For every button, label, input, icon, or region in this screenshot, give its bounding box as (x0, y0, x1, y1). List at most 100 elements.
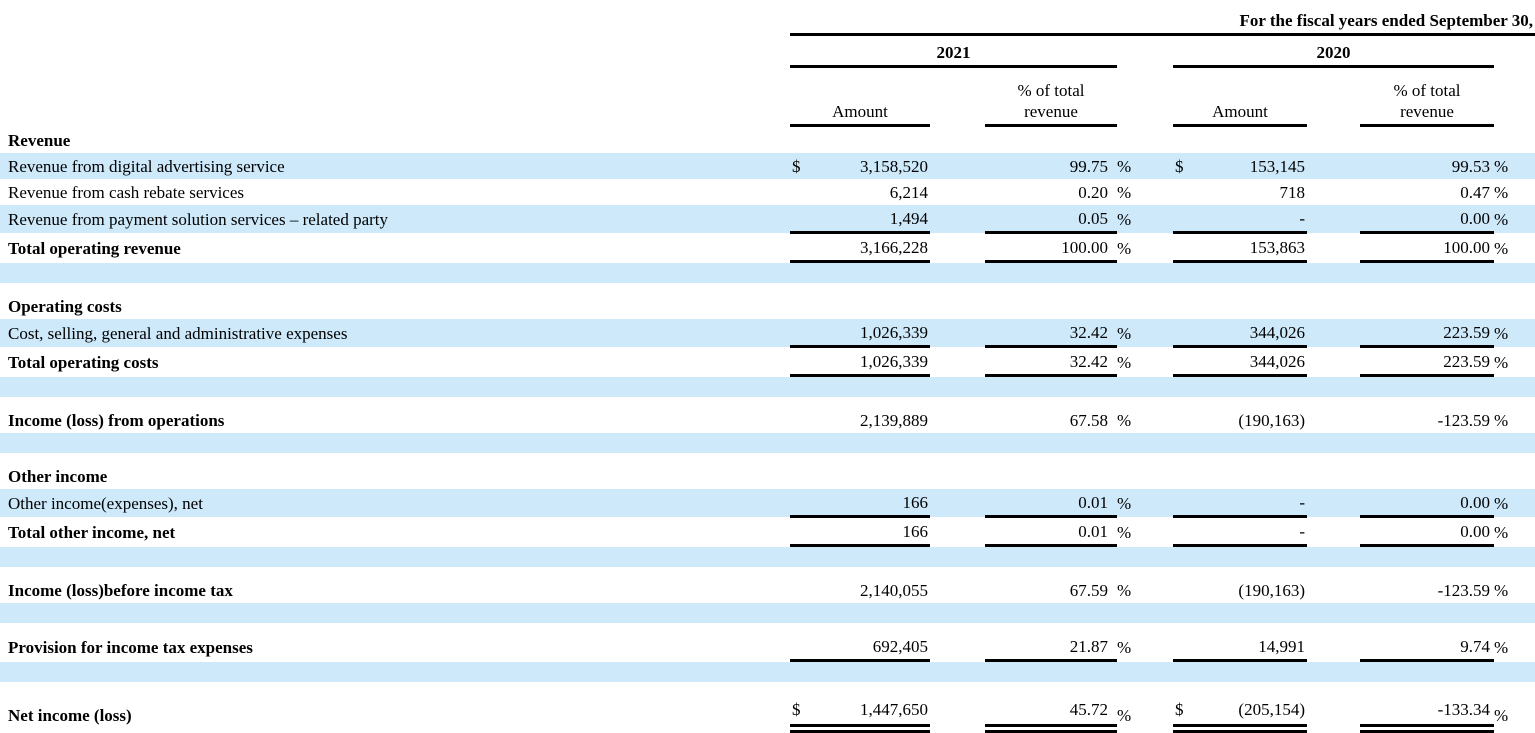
pct-cell-2021: 45.72 (985, 692, 1117, 733)
amount-value: 166 (902, 521, 929, 541)
amount-value: 3,158,520 (860, 156, 928, 176)
column-gap (1307, 517, 1360, 546)
percent-sign (1117, 126, 1136, 154)
amount-cell-2021: 166 (790, 516, 930, 547)
pct-column-header-2021: % of total revenue (985, 66, 1117, 127)
pct-cell-2020 (1360, 126, 1494, 154)
amount-value: 344,026 (1249, 322, 1305, 342)
amount-cell-2021: 692,405 (790, 633, 930, 662)
percent-sign: % (1117, 580, 1132, 600)
spacer-cell (0, 603, 1535, 623)
amount-value: 2,139,889 (860, 410, 928, 430)
column-gap (1307, 179, 1360, 205)
column-gap (1307, 489, 1360, 517)
pct-cell-2021: 32.42 (985, 319, 1117, 348)
percent-sign: % (1494, 580, 1509, 600)
column-gap (1136, 179, 1173, 205)
gap-row (0, 283, 1535, 293)
right-pad-cell (1513, 692, 1535, 729)
amount-cell-2021: 2,140,055 (790, 577, 930, 603)
table-row: Cost, selling, general and administrativ… (0, 319, 1535, 348)
percent-sign: % (1494, 156, 1509, 176)
column-gap (930, 463, 985, 489)
header-empty-cell (1307, 67, 1360, 126)
table-row: Total operating costs 1,026,339 32.42% 344,… (0, 346, 1535, 377)
row-label: Total operating costs (8, 353, 159, 373)
percent-sign: % (1117, 324, 1132, 344)
amount-cell-2020: $153,145 (1173, 153, 1307, 179)
table-row: Operating costs (0, 293, 1535, 319)
amount-cell-2021: 1,026,339 (790, 346, 930, 377)
amount-cell-2020: $ (205,154) (1173, 692, 1307, 733)
column-gap (1307, 692, 1360, 729)
pct-cell-2020: 223.59 (1360, 319, 1494, 348)
right-pad-cell (1513, 633, 1535, 661)
percent-sign: % (1494, 494, 1509, 514)
percent-sign (1494, 293, 1513, 319)
spacer-cell (0, 661, 1535, 683)
amount-value: (190,163) (1238, 410, 1305, 430)
spacer-cell (0, 546, 1535, 568)
column-gap (1307, 126, 1360, 154)
column-gap (930, 633, 985, 661)
row-label: Revenue (8, 130, 71, 150)
table-row: Revenue from cash rebate services 6,214 0.… (0, 179, 1535, 205)
amount-cell-2020: 718 (1173, 179, 1307, 205)
column-gap (930, 293, 985, 319)
pct-cell-2021: 0.05 (985, 205, 1117, 234)
pct-cell-2021 (985, 126, 1117, 154)
table-row: Other income (0, 463, 1535, 489)
currency-symbol: $ (792, 699, 801, 719)
currency-symbol: $ (1175, 699, 1184, 719)
amount-cell-2020: - (1173, 205, 1307, 234)
column-gap (1136, 407, 1173, 433)
spacer-row (0, 375, 1535, 397)
pct-cell-2021: 0.20 (1078, 182, 1108, 202)
amount-cell-2020 (1173, 463, 1307, 489)
column-gap (930, 347, 985, 376)
column-gap (930, 407, 985, 433)
column-gap (1307, 319, 1360, 347)
right-pad-cell (1513, 517, 1535, 546)
pct-cell-2021: 67.59 (1069, 580, 1108, 600)
amount-cell-2020: 14,991 (1173, 633, 1307, 662)
currency-symbol: $ (1175, 156, 1184, 176)
percent-sign: % (1117, 239, 1132, 259)
row-label: Revenue from payment solution services –… (8, 210, 389, 230)
header-empty-cell (1494, 35, 1513, 67)
currency-symbol: $ (792, 156, 801, 176)
column-gap (1307, 347, 1360, 376)
column-gap (1136, 347, 1173, 376)
amount-value: (190,163) (1238, 580, 1305, 600)
percent-sign (1117, 463, 1136, 489)
spacer-cell (0, 397, 1535, 407)
percent-sign: % (1117, 353, 1132, 373)
pct-cell-2020: -123.59 (1437, 580, 1490, 600)
spacer-cell (0, 453, 1535, 463)
amount-cell-2021: 1,026,339 (790, 319, 930, 348)
column-gap (930, 126, 985, 154)
pct-column-header-2020: % of total revenue (1360, 66, 1494, 127)
pct-header-line2: revenue (1024, 101, 1078, 121)
pct-cell-2020: 223.59 (1360, 346, 1494, 377)
amount-cell-2021: 2,139,889 (790, 407, 930, 433)
pct-cell-2020 (1360, 463, 1494, 489)
row-label: Operating costs (8, 296, 122, 316)
percent-sign: % (1117, 494, 1132, 514)
amount-cell-2021 (790, 463, 930, 489)
column-gap (1136, 692, 1173, 729)
column-gap (1136, 577, 1173, 603)
amount-value: 1,447,650 (860, 699, 928, 719)
header-empty-cell (1117, 67, 1136, 126)
column-gap (930, 692, 985, 729)
header-empty-cell (1494, 67, 1513, 126)
column-gap (1136, 489, 1173, 517)
amount-value: 1,026,339 (860, 322, 928, 342)
right-pad-cell (1513, 126, 1535, 154)
percent-sign (1494, 463, 1513, 489)
right-pad-cell (1513, 205, 1535, 233)
table-row: Revenue from digital advertising service… (0, 153, 1535, 179)
spacer-cell (0, 567, 1535, 577)
pct-cell-2020: 0.00 (1360, 516, 1494, 547)
column-gap (1136, 633, 1173, 661)
